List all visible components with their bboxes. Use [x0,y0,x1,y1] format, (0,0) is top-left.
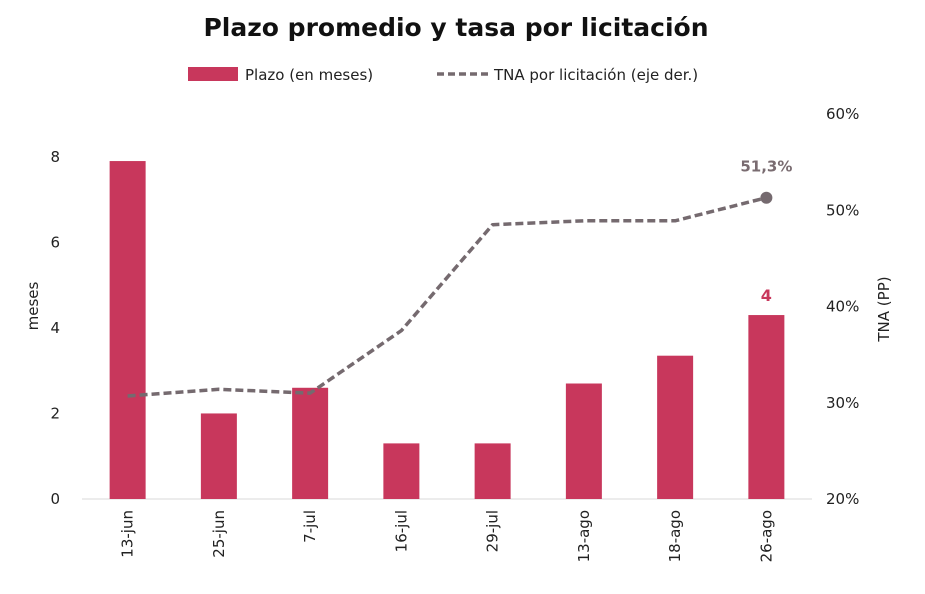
bar-26-ago [748,315,785,499]
legend: Plazo (en meses) TNA por licitación (eje… [188,66,698,84]
bar-series [109,161,785,500]
tna-last-point-marker [760,191,773,204]
right-axis-ticks: 20% 30% 40% 50% 60% [826,105,859,508]
line-series [127,191,773,398]
bar-25-jun [200,413,237,499]
x-tick-label: 13-jun [119,510,137,558]
right-tick-label: 50% [826,201,859,219]
bar-29-jul [474,443,511,499]
x-axis-ticks: 13-jun 25-jun 7-jul 16-jul 29-jul 13-ago 18-ag… [119,510,776,562]
bar-18-ago [657,355,694,499]
left-tick-label: 2 [50,404,60,422]
left-tick-label: 8 [50,148,60,166]
tna-last-value-label: 51,3% [740,158,792,176]
right-tick-label: 20% [826,490,859,508]
legend-label-line: TNA por licitación (eje der.) [493,66,698,84]
left-tick-label: 6 [50,233,60,251]
left-axis-label: meses [24,281,42,330]
x-tick-label: 7-jul [301,510,319,543]
legend-swatch-bar [188,67,238,81]
left-tick-label: 4 [50,319,60,337]
plazo-last-value-label: 4 [761,286,772,305]
left-axis-ticks: 0 2 4 6 8 [50,148,60,508]
bar-13-jun [109,161,146,500]
left-tick-label: 0 [50,490,60,508]
right-axis-label: TNA (PP) [875,276,893,342]
x-tick-label: 13-ago [575,510,593,562]
x-tick-label: 16-jul [392,510,410,552]
legend-label-bar: Plazo (en meses) [245,66,373,84]
tna-line [127,196,767,398]
right-tick-label: 60% [826,105,859,123]
annotations: 51,3% 4 [740,158,792,305]
x-tick-label: 25-jun [210,510,228,558]
chart-title: Plazo promedio y tasa por licitación [203,13,708,42]
bar-13-ago [565,383,602,499]
right-tick-label: 30% [826,394,859,412]
bar-7-jul [292,387,329,499]
x-tick-label: 26-ago [757,510,775,562]
bar-16-jul [383,443,420,499]
x-tick-label: 18-ago [666,510,684,562]
x-tick-label: 29-jul [484,510,502,552]
right-tick-label: 40% [826,298,859,316]
